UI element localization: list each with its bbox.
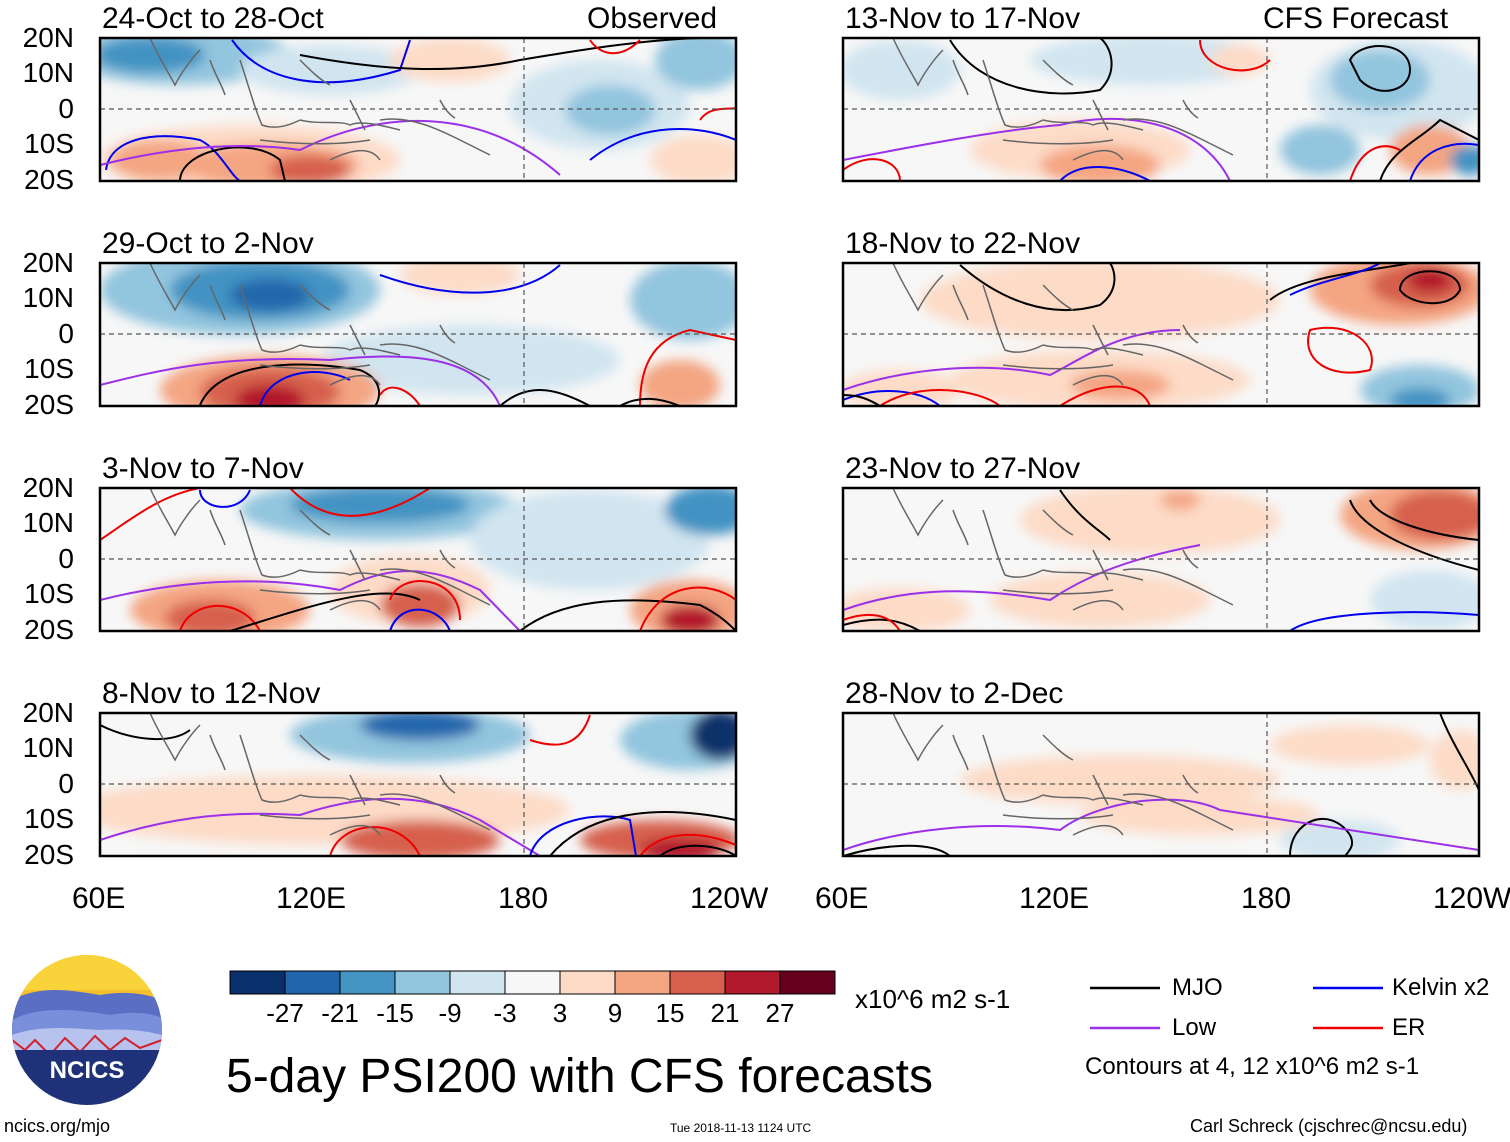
- lat-label: 0: [58, 93, 74, 124]
- colorbar-swatch: [724, 970, 781, 995]
- legend-lines: [1090, 986, 1383, 1030]
- lat-label: 10N: [22, 507, 74, 538]
- lat-label: 0: [58, 318, 74, 349]
- legend-note: Contours at 4, 12 x10^6 m2 s-1: [1085, 1053, 1420, 1080]
- lat-label: 20S: [24, 839, 74, 870]
- lon-label-180-right: 180: [1241, 882, 1292, 915]
- lat-label: 10N: [22, 57, 74, 88]
- colorbar-tick-label: -21: [321, 998, 359, 1028]
- footer-credit: Carl Schreck (cjschrec@ncsu.edu): [1190, 1116, 1468, 1136]
- colorbar-swatch: [229, 970, 286, 995]
- main-title: 5-day PSI200 with CFS forecasts: [226, 1050, 933, 1103]
- logo-text: NCICS: [50, 1057, 125, 1084]
- panel-title-p2: 29-Oct to 2-Nov: [102, 227, 314, 260]
- lat-label: 10S: [24, 578, 74, 609]
- panel-map-p1: [100, 38, 736, 181]
- colorbar: [229, 970, 836, 995]
- panel-map-p2: [100, 263, 736, 406]
- colorbar-swatch: [669, 970, 726, 995]
- map-overlays: [98, 36, 1481, 858]
- lat-label: 20N: [22, 247, 74, 278]
- lon-label-60e-right: 60E: [815, 882, 869, 915]
- panel-title-p5: 13-Nov to 17-Nov: [845, 2, 1081, 35]
- lon-label-120w-left: 120W: [690, 882, 769, 915]
- lat-label: 10S: [24, 803, 74, 834]
- colorbar-units: x10^6 m2 s-1: [855, 984, 1011, 1014]
- panel-title-p3: 3-Nov to 7-Nov: [102, 452, 304, 485]
- lon-label-120w-right: 120W: [1433, 882, 1510, 915]
- panel-map-p3: [100, 488, 736, 631]
- legend-label-mjo: MJO: [1172, 974, 1223, 1001]
- lat-label: 10N: [22, 732, 74, 763]
- lat-label: 20N: [22, 472, 74, 503]
- footer-timestamp: Tue 2018-11-13 1124 UTC: [670, 1121, 812, 1135]
- lat-label: 20S: [24, 614, 74, 645]
- panel-map-p7: [843, 488, 1479, 631]
- ncics-logo: NCICS: [12, 955, 162, 1105]
- colorbar-tick-label: -9: [438, 998, 462, 1028]
- panel-title-p7: 23-Nov to 27-Nov: [845, 452, 1081, 485]
- colorbar-swatch: [284, 970, 341, 995]
- colorbar-tick-label: 15: [655, 998, 685, 1028]
- lat-label: 10S: [24, 128, 74, 159]
- colorbar-swatch: [504, 970, 561, 995]
- panel-title-p1: 24-Oct to 28-Oct: [102, 2, 324, 35]
- colorbar-tick-label: 9: [607, 998, 623, 1028]
- lon-label-120e-left: 120E: [276, 882, 347, 915]
- colorbar-tick-label: 27: [765, 998, 795, 1028]
- lat-label: 20S: [24, 164, 74, 195]
- lat-label: 20N: [22, 22, 74, 53]
- panel-title-p6: 18-Nov to 22-Nov: [845, 227, 1081, 260]
- panel-map-p8: [843, 713, 1479, 856]
- lat-label: 20S: [24, 389, 74, 420]
- colorbar-tick-label: -15: [376, 998, 414, 1028]
- forecast-label: CFS Forecast: [1263, 2, 1449, 35]
- lat-label: 0: [58, 543, 74, 574]
- panel-map-p6: [843, 263, 1479, 406]
- legend-label-low: Low: [1172, 1014, 1217, 1041]
- colorbar-swatch: [559, 970, 616, 995]
- panel-map-p5: [843, 38, 1479, 181]
- colorbar-tick-label: -27: [266, 998, 304, 1028]
- legend-label-kelvin: Kelvin x2: [1392, 974, 1490, 1001]
- lon-label-120e-right: 120E: [1019, 882, 1090, 915]
- colorbar-swatch: [779, 970, 836, 995]
- colorbar-swatch: [614, 970, 671, 995]
- panel-map-p4: [100, 713, 736, 856]
- colorbar-tick-label: 21: [710, 998, 740, 1028]
- lat-label: 10S: [24, 353, 74, 384]
- colorbar-tick-label: 3: [552, 998, 568, 1028]
- colorbar-swatch: [394, 970, 451, 995]
- lat-label: 0: [58, 768, 74, 799]
- panel-title-p8: 28-Nov to 2-Dec: [845, 677, 1064, 710]
- lat-label: 20N: [22, 697, 74, 728]
- lat-label: 10N: [22, 282, 74, 313]
- legend-label-er: ER: [1392, 1014, 1426, 1041]
- observed-label: Observed: [587, 2, 718, 35]
- panel-title-p4: 8-Nov to 12-Nov: [102, 677, 321, 710]
- colorbar-swatch: [339, 970, 396, 995]
- lon-label-60e-left: 60E: [72, 882, 126, 915]
- footer-url[interactable]: ncics.org/mjo: [4, 1116, 111, 1136]
- colorbar-tick-label: -3: [493, 998, 517, 1028]
- colorbar-swatch: [449, 970, 506, 995]
- lon-label-180-left: 180: [498, 882, 549, 915]
- coastline: [149, 37, 491, 161]
